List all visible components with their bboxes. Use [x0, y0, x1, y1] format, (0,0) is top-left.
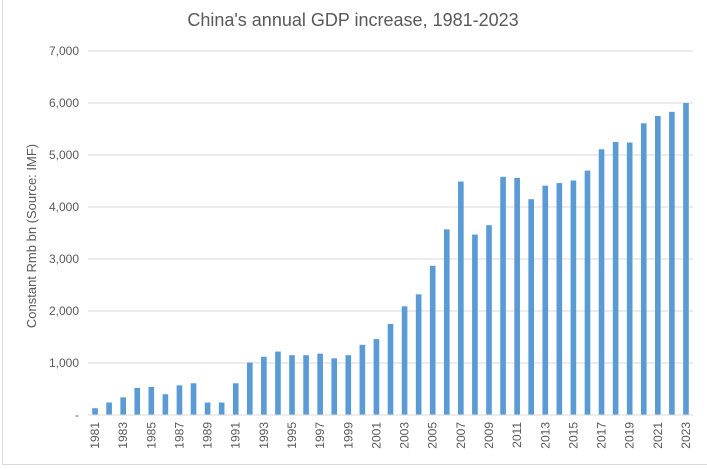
bar-series	[92, 103, 689, 415]
x-tick-label: 1983	[116, 422, 130, 449]
x-tick-label: 2013	[538, 422, 552, 449]
bar	[190, 383, 197, 415]
y-tick-label: 5,000	[49, 148, 79, 162]
bar	[246, 362, 253, 415]
bar	[232, 383, 239, 415]
y-tick-label: 1,000	[49, 356, 79, 370]
bar	[626, 142, 633, 415]
bar	[218, 402, 225, 415]
y-axis-ticks: - 1,000 2,000 3,000 4,000 5,000 6,000 7,000	[49, 44, 79, 422]
x-tick-label: 2015	[566, 422, 580, 449]
bar	[92, 408, 98, 415]
bar	[486, 225, 492, 415]
bar	[598, 149, 605, 415]
bar	[500, 176, 506, 415]
bar	[387, 324, 394, 415]
bar	[120, 397, 126, 415]
x-tick-label: 2005	[426, 422, 440, 449]
bar	[317, 353, 323, 415]
bar	[106, 402, 112, 415]
bar	[204, 402, 211, 415]
bar	[542, 185, 549, 415]
x-tick-label: 1991	[229, 422, 243, 449]
chart-frame-left	[2, 0, 3, 465]
x-tick-label: 2017	[595, 422, 609, 449]
x-tick-label: 2003	[398, 422, 412, 449]
bar	[458, 181, 464, 415]
bar	[584, 170, 591, 415]
y-axis-label: Constant Rmb bn (Source: IMF)	[24, 144, 39, 328]
bar	[472, 234, 478, 415]
x-tick-label: 1995	[285, 422, 299, 449]
y-tick-label: 2,000	[49, 304, 79, 318]
y-tick-label: 3,000	[49, 252, 79, 266]
gridlines	[88, 50, 693, 364]
x-tick-label: 1987	[172, 422, 186, 449]
bar	[570, 180, 577, 415]
chart-frame-bottom	[2, 464, 707, 465]
bar	[359, 344, 366, 415]
x-tick-label: 2023	[679, 422, 693, 449]
bar	[655, 116, 661, 415]
bar	[415, 294, 422, 415]
bar	[345, 355, 352, 415]
x-tick-label: 1997	[313, 422, 327, 449]
bar	[443, 229, 450, 415]
x-tick-label: 2011	[510, 422, 524, 448]
bar	[556, 183, 563, 415]
x-tick-label: 2021	[651, 422, 665, 449]
bar	[162, 394, 169, 415]
bar	[275, 351, 281, 415]
bar	[514, 177, 520, 415]
bar	[289, 355, 295, 415]
bar	[303, 355, 309, 415]
bar	[669, 111, 675, 415]
x-tick-label: 2007	[454, 422, 468, 449]
bar	[373, 339, 380, 415]
bar	[176, 385, 183, 415]
chart-title: China's annual GDP increase, 1981-2023	[187, 10, 518, 30]
bar	[528, 199, 535, 415]
x-tick-label: 2009	[482, 422, 496, 449]
y-tick-label: 4,000	[49, 200, 79, 214]
x-tick-label: 1999	[341, 422, 355, 449]
y-tick-label: -	[75, 408, 79, 422]
bar	[683, 103, 689, 415]
bar	[640, 123, 647, 415]
x-tick-label: 2001	[369, 422, 383, 449]
x-tick-label: 1981	[88, 422, 102, 449]
bar	[134, 387, 141, 415]
bar	[429, 265, 436, 415]
x-tick-label: 2019	[623, 422, 637, 449]
bar	[612, 142, 619, 415]
x-axis-ticks: 1981 1983 1985 1987 1989 1991 1993 1995 1997 1999…	[88, 422, 693, 449]
y-tick-label: 7,000	[49, 44, 79, 58]
y-tick-label: 6,000	[49, 96, 79, 110]
bar	[148, 386, 155, 415]
x-tick-label: 1989	[201, 422, 215, 449]
bar	[261, 356, 267, 415]
x-tick-label: 1993	[257, 422, 271, 449]
bar	[331, 358, 338, 415]
bar	[401, 306, 408, 415]
x-tick-label: 1985	[144, 422, 158, 449]
